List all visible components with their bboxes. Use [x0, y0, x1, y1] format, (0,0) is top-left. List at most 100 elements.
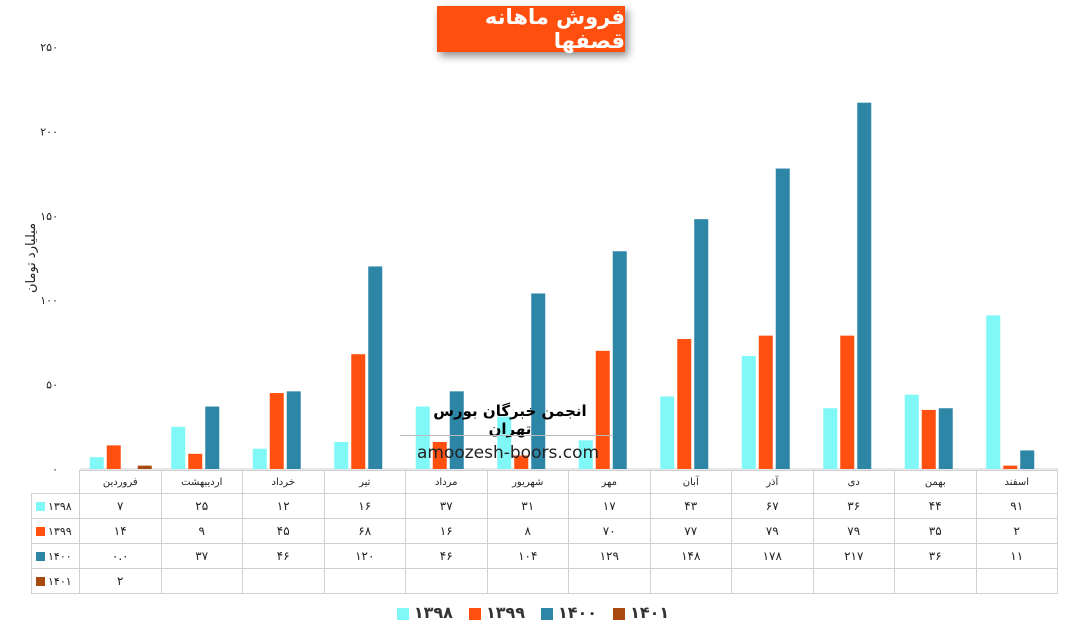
data-cell: ۱۴۸: [649, 543, 732, 569]
bar-1-10: [921, 409, 936, 469]
data-cell: ۱۷: [568, 493, 651, 519]
table-corner: [31, 470, 80, 494]
data-cell: ۴۵: [242, 518, 325, 544]
data-cell: ۱۱: [975, 543, 1058, 569]
legend-swatch: [396, 607, 409, 620]
category-label: اردیبهشت: [160, 470, 243, 494]
y-tick-label: ۱۰۰: [40, 294, 58, 307]
data-cell: ۹۱: [975, 493, 1058, 519]
series-swatch: [36, 527, 45, 536]
y-tick-label: ۲۵۰: [40, 41, 58, 54]
bar-1-11: [1003, 465, 1018, 469]
bar-0-10: [904, 394, 919, 469]
data-cell: ۴۶: [242, 543, 325, 569]
data-cell: ۱۴: [79, 518, 162, 544]
bar-2-5: [531, 293, 546, 469]
legend-swatch: [468, 607, 481, 620]
bar-0-11: [986, 315, 1001, 469]
bar-0-8: [741, 355, 756, 469]
data-cell: ۱۲۹: [568, 543, 651, 569]
watermark-divider: [400, 435, 612, 436]
series-swatch: [36, 577, 45, 586]
bar-1-8: [758, 335, 773, 469]
data-cell: ۱۶: [323, 493, 406, 519]
table-row: ۱۴۰۰ ۰.۰ ۳۷ ۴۶ ۱۲۰ ۴۶ ۱۰۴ ۱۲۹ ۱۴۸ ۱۷۸ ۲۱۷ ۳۶ ۱۱: [31, 543, 1058, 569]
category-label: اسفند: [975, 470, 1058, 494]
watermark-url: amoozesh-boors.com: [416, 443, 600, 463]
category-label: آبان: [649, 470, 732, 494]
bar-3-0: [137, 465, 152, 469]
table-row: ۱۳۹۸ ۷ ۲۵ ۱۲ ۱۶ ۳۷ ۳۱ ۱۷ ۴۳ ۶۷ ۳۶ ۴۴ ۹۱: [31, 493, 1058, 519]
bar-0-4: [415, 406, 430, 469]
data-cell: ۴۴: [894, 493, 977, 519]
data-cell: ۷۰: [568, 518, 651, 544]
bar-2-7: [694, 219, 709, 469]
bar-2-10: [938, 408, 953, 469]
category-label: مرداد: [405, 470, 488, 494]
bar-2-1: [205, 406, 220, 469]
bar-2-4: [449, 391, 464, 469]
bar-0-1: [171, 426, 186, 469]
series-label: ۱۴۰۱: [31, 568, 80, 594]
data-cell: ۷: [79, 493, 162, 519]
data-cell: [160, 568, 243, 594]
table-row: ۱۳۹۹ ۱۴ ۹ ۴۵ ۶۸ ۱۶ ۸ ۷۰ ۷۷ ۷۹ ۷۹ ۳۵ ۲: [31, 518, 1058, 544]
bar-0-9: [823, 408, 838, 469]
bar-0-6: [578, 440, 593, 469]
data-cell: [486, 568, 569, 594]
category-label: تیر: [323, 470, 406, 494]
category-label: مهر: [568, 470, 651, 494]
legend: ۱۳۹۸ ۱۳۹۹ ۱۴۰۰ ۱۴۰۱: [0, 603, 1066, 622]
series-label: ۱۴۰۰: [31, 543, 80, 569]
data-table: فروردین اردیبهشت خرداد تیر مرداد شهریور مهر آبا…: [31, 470, 1058, 594]
bar-1-9: [840, 335, 855, 469]
bar-0-2: [252, 448, 267, 469]
data-cell: ۲۱۷: [812, 543, 895, 569]
bar-1-7: [677, 339, 692, 469]
data-cell: ۷۹: [731, 518, 814, 544]
y-tick-label: ۵۰: [46, 379, 58, 392]
series-swatch: [36, 502, 45, 511]
legend-swatch: [613, 607, 626, 620]
category-label: خرداد: [242, 470, 325, 494]
data-cell: [812, 568, 895, 594]
y-tick-label: ۱۵۰: [40, 210, 58, 223]
bar-1-2: [269, 393, 284, 469]
data-cell: ۶۷: [731, 493, 814, 519]
data-cell: [568, 568, 651, 594]
bar-0-7: [660, 396, 675, 469]
data-cell: ۳۶: [812, 493, 895, 519]
data-cell: ۲: [975, 518, 1058, 544]
data-cell: ۳۷: [405, 493, 488, 519]
legend-swatch: [541, 607, 553, 620]
y-tick-label: ۰: [52, 463, 58, 475]
series-label: ۱۳۹۸: [31, 493, 80, 519]
data-cell: ۶۸: [323, 518, 406, 544]
bar-0-3: [334, 441, 349, 469]
bar-1-6: [595, 350, 610, 469]
bar-1-5: [514, 455, 529, 469]
category-label: فروردین: [79, 470, 162, 494]
bar-2-6: [612, 251, 627, 469]
data-cell: [975, 568, 1058, 594]
data-cell: ۱۷۸: [731, 543, 814, 569]
bar-1-3: [351, 354, 366, 469]
data-cell: ۱۰۴: [486, 543, 569, 569]
bar-0-0: [89, 457, 104, 469]
bar-2-8: [775, 168, 790, 469]
data-cell: ۱۶: [405, 518, 488, 544]
y-axis-label: میلیارد تومان: [24, 223, 39, 293]
chart-title: فروش ماهانه قصفها: [437, 5, 625, 53]
bar-2-3: [368, 266, 383, 469]
data-cell: [731, 568, 814, 594]
data-cell: ۱۲: [242, 493, 325, 519]
data-cell: ۱۲۰: [323, 543, 406, 569]
data-cell: ۴۳: [649, 493, 732, 519]
data-cell: [405, 568, 488, 594]
data-cell: [649, 568, 732, 594]
data-cell: ۳۷: [160, 543, 243, 569]
bar-0-5: [497, 416, 512, 469]
legend-item: ۱۴۰۰: [541, 603, 597, 622]
bar-2-11: [1020, 450, 1035, 469]
data-cell: ۲: [79, 568, 162, 594]
